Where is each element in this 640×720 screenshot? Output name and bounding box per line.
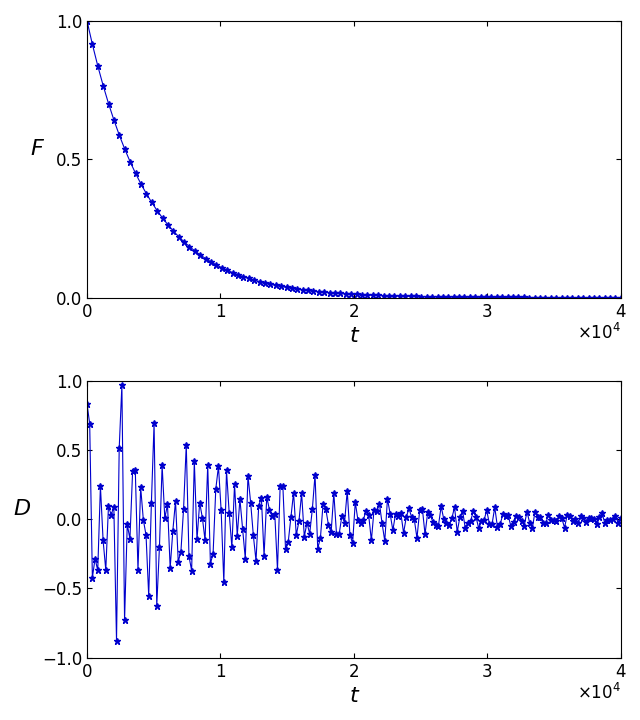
Y-axis label: D: D — [14, 499, 31, 519]
Text: $\times10^{4}$: $\times10^{4}$ — [577, 323, 621, 343]
X-axis label: t: t — [349, 686, 358, 706]
Text: $\times10^{4}$: $\times10^{4}$ — [577, 683, 621, 703]
X-axis label: t: t — [349, 326, 358, 346]
Y-axis label: F: F — [30, 139, 43, 159]
